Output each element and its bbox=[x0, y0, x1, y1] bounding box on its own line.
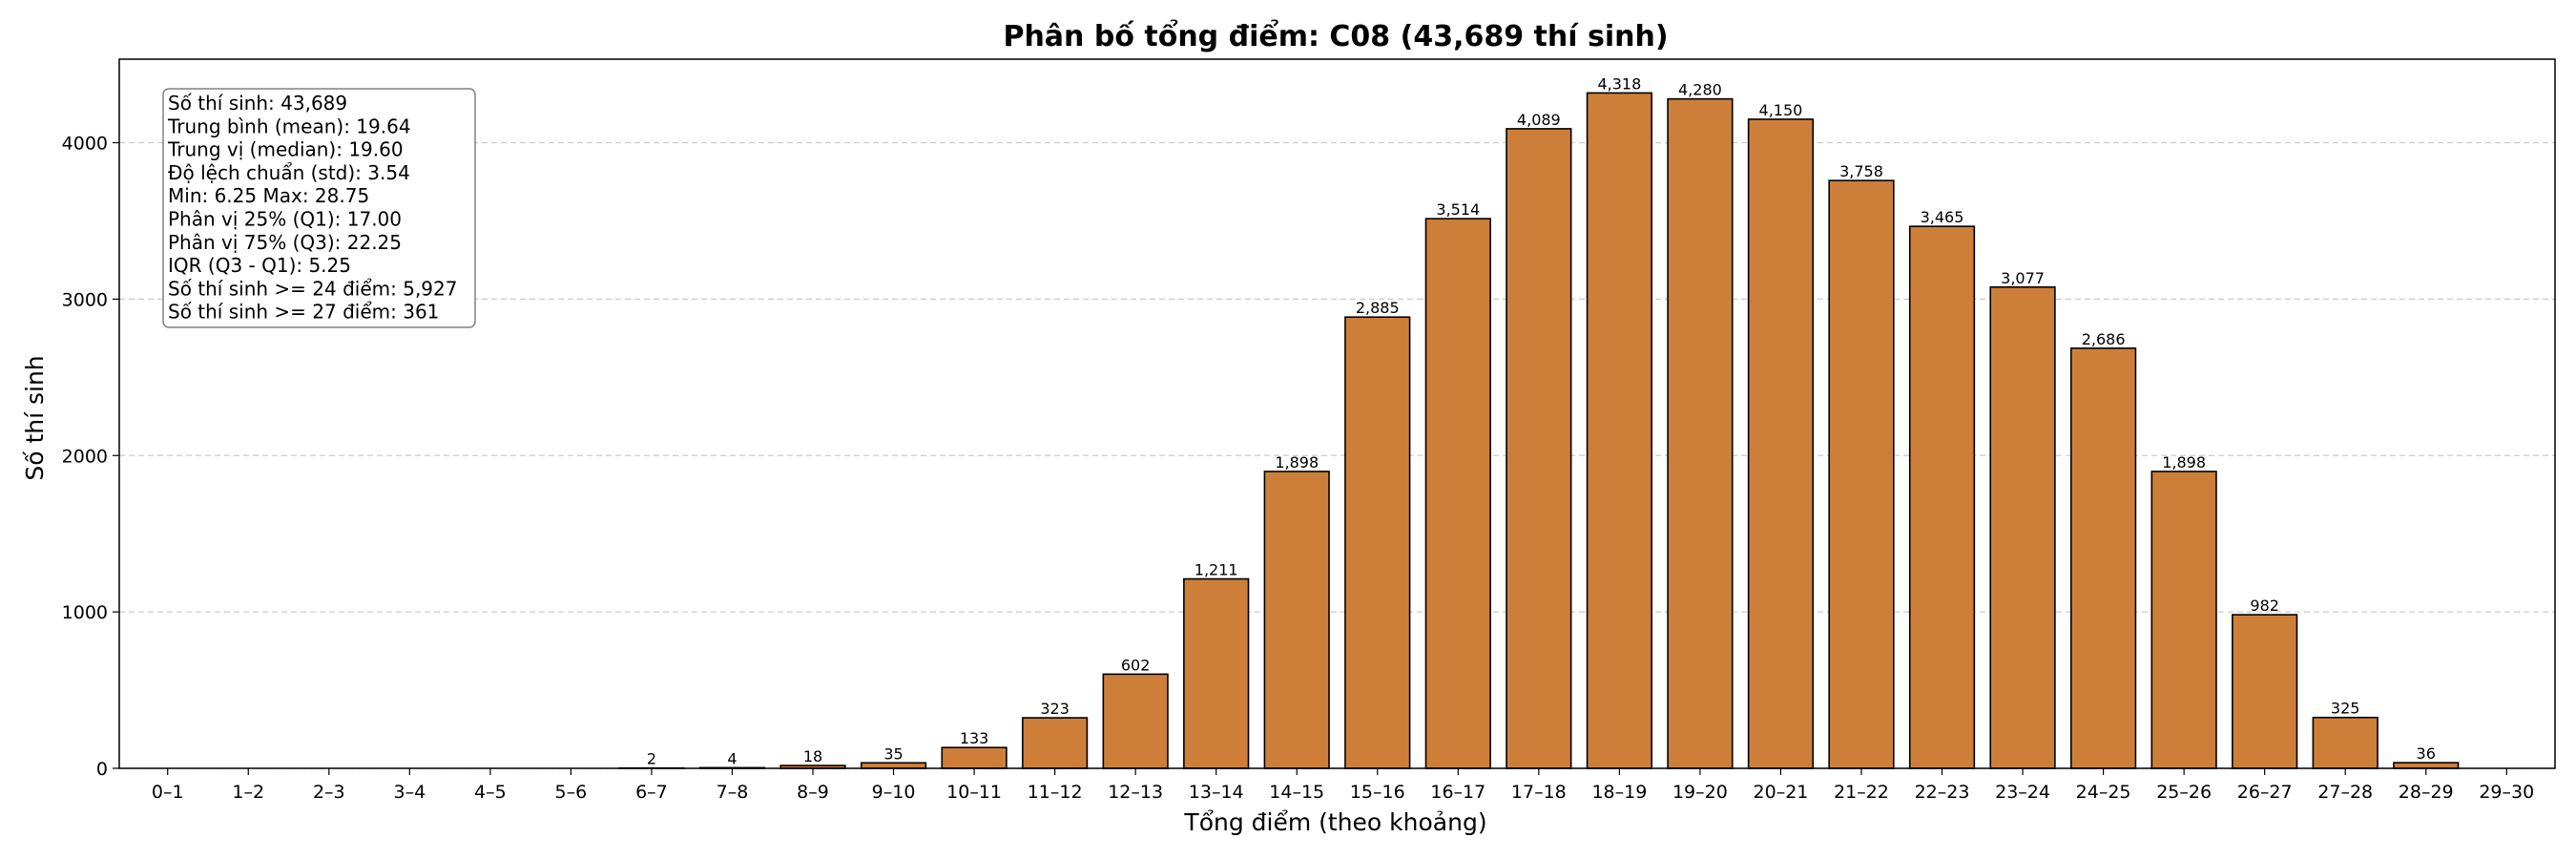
x-tick-label: 26–27 bbox=[2237, 782, 2293, 803]
x-tick-label: 3–4 bbox=[393, 782, 426, 803]
bar-value-label: 4,089 bbox=[1517, 111, 1561, 129]
y-tick-label: 0 bbox=[96, 759, 108, 780]
x-tick-label: 18–19 bbox=[1591, 782, 1647, 803]
x-tick-label: 19–20 bbox=[1672, 782, 1728, 803]
bar bbox=[1586, 92, 1652, 769]
bar bbox=[2312, 716, 2379, 769]
bar bbox=[1667, 97, 1734, 769]
x-tick-label: 22–23 bbox=[1915, 782, 1970, 803]
bar-value-label: 3,077 bbox=[2001, 269, 2045, 287]
bar-value-label: 602 bbox=[1121, 656, 1151, 674]
x-tick-label: 11–12 bbox=[1028, 782, 1083, 803]
bar-value-label: 1,898 bbox=[1275, 453, 1319, 471]
bar-value-label: 325 bbox=[2331, 700, 2360, 718]
x-axis-label: Tổng điểm (theo khoảng) bbox=[1183, 808, 1486, 836]
stats-box-frame bbox=[162, 88, 476, 328]
bar-value-label: 3,514 bbox=[1436, 200, 1480, 219]
x-tick-label: 0–1 bbox=[152, 782, 184, 803]
stats-line: Độ lệch chuẩn (std): 3.54 bbox=[168, 161, 410, 184]
bar-value-label: 4,280 bbox=[1678, 81, 1722, 99]
y-tick-label: 3000 bbox=[62, 289, 108, 310]
bar-value-label: 1,211 bbox=[1195, 561, 1238, 579]
bar bbox=[1022, 717, 1089, 769]
x-tick-label: 7–8 bbox=[717, 782, 749, 803]
y-axis-ticks: 0 1000 2000 3000 4000 bbox=[62, 134, 119, 780]
x-tick-label: 10–11 bbox=[946, 782, 1002, 803]
bar-value-label: 4 bbox=[727, 749, 737, 767]
x-tick-label: 9–10 bbox=[872, 782, 916, 803]
bar bbox=[2393, 762, 2460, 769]
plot-frame bbox=[118, 58, 2556, 769]
bar bbox=[941, 746, 1008, 769]
x-tick-label: 14–15 bbox=[1269, 782, 1324, 803]
x-tick-label: 25–26 bbox=[2156, 782, 2212, 803]
bar-value-label: 36 bbox=[2417, 744, 2436, 763]
x-tick-label: 24–25 bbox=[2076, 782, 2131, 803]
bars bbox=[618, 92, 2460, 769]
stats-line: Trung vị (median): 19.60 bbox=[167, 138, 404, 161]
x-tick-label: 27–28 bbox=[2317, 782, 2373, 803]
stats-line: Trung bình (mean): 19.64 bbox=[167, 115, 411, 137]
bar bbox=[1506, 128, 1572, 769]
x-tick-label: 12–13 bbox=[1108, 782, 1163, 803]
bar-value-label: 2 bbox=[647, 750, 656, 768]
x-tick-label: 13–14 bbox=[1189, 782, 1244, 803]
bar bbox=[1828, 179, 1895, 769]
x-tick-label: 16–17 bbox=[1430, 782, 1485, 803]
stats-line: Min: 6.25 Max: 28.75 bbox=[168, 184, 369, 207]
x-tick-label: 15–16 bbox=[1350, 782, 1405, 803]
x-tick-label: 28–29 bbox=[2399, 782, 2454, 803]
bar bbox=[860, 762, 927, 769]
chart-title: Phân bố tổng điểm: C08 (43,689 thí sinh) bbox=[1003, 19, 1668, 53]
bar bbox=[1344, 316, 1411, 769]
bar-value-label: 2,686 bbox=[2082, 330, 2126, 348]
stats-line: IQR (Q3 - Q1): 5.25 bbox=[168, 254, 351, 277]
bar bbox=[2069, 347, 2137, 769]
x-tick-label: 8–9 bbox=[797, 782, 829, 803]
y-axis-label: Số thí sinh bbox=[21, 355, 49, 480]
bar-value-label: 323 bbox=[1040, 700, 1070, 718]
bar bbox=[1989, 285, 2056, 769]
data-labels: 2 4 18 35 133 323 602 1,211 1,898 2,885 3,514 4,089… bbox=[647, 74, 2436, 767]
x-tick-label: 21–22 bbox=[1834, 782, 1889, 803]
x-tick-label: 4–5 bbox=[474, 782, 507, 803]
bar bbox=[2150, 471, 2217, 769]
x-tick-label: 1–2 bbox=[232, 782, 264, 803]
x-tick-label: 23–24 bbox=[1995, 782, 2050, 803]
y-tick-label: 4000 bbox=[62, 134, 108, 155]
bar-value-label: 3,465 bbox=[1921, 208, 1964, 226]
y-tick-label: 1000 bbox=[62, 602, 108, 623]
bar bbox=[1908, 225, 1976, 769]
bar-value-label: 2,885 bbox=[1356, 299, 1400, 317]
bar bbox=[1102, 673, 1169, 769]
bar-value-label: 3,758 bbox=[1839, 162, 1883, 180]
bar bbox=[1747, 118, 1815, 769]
bar bbox=[2232, 614, 2298, 769]
x-tick-label: 2–3 bbox=[313, 782, 345, 803]
x-tick-label: 17–18 bbox=[1511, 782, 1567, 803]
bar-value-label: 4,318 bbox=[1597, 74, 1641, 93]
x-tick-label: 20–21 bbox=[1754, 782, 1809, 803]
bar-value-label: 18 bbox=[803, 747, 822, 765]
stats-line: Phân vị 75% (Q3): 22.25 bbox=[168, 231, 402, 254]
x-tick-label: 6–7 bbox=[635, 782, 668, 803]
bar-value-label: 982 bbox=[2250, 597, 2279, 615]
stats-line: Số thí sinh >= 24 điểm: 5,927 bbox=[168, 277, 457, 300]
bar-value-label: 35 bbox=[883, 744, 903, 763]
x-axis-ticks: 0–1 1–2 2–3 3–4 4–5 5–6 6–7 7–8 8–9 9–10 10–11 11–1… bbox=[152, 768, 2534, 803]
stats-line: Phân vị 25% (Q1): 17.00 bbox=[168, 208, 402, 231]
x-tick-label: 29–30 bbox=[2479, 782, 2534, 803]
bar bbox=[1424, 218, 1491, 769]
stats-line: Số thí sinh: 43,689 bbox=[168, 92, 347, 115]
x-tick-label: 5–6 bbox=[555, 782, 588, 803]
bar-value-label: 1,898 bbox=[2162, 453, 2206, 471]
bar-value-label: 4,150 bbox=[1759, 101, 1803, 119]
y-tick-label: 2000 bbox=[62, 446, 108, 467]
bar-value-label: 133 bbox=[960, 729, 989, 747]
stats-line: Số thí sinh >= 27 điểm: 361 bbox=[168, 301, 439, 324]
bar bbox=[1183, 577, 1250, 769]
bar bbox=[1263, 471, 1330, 769]
